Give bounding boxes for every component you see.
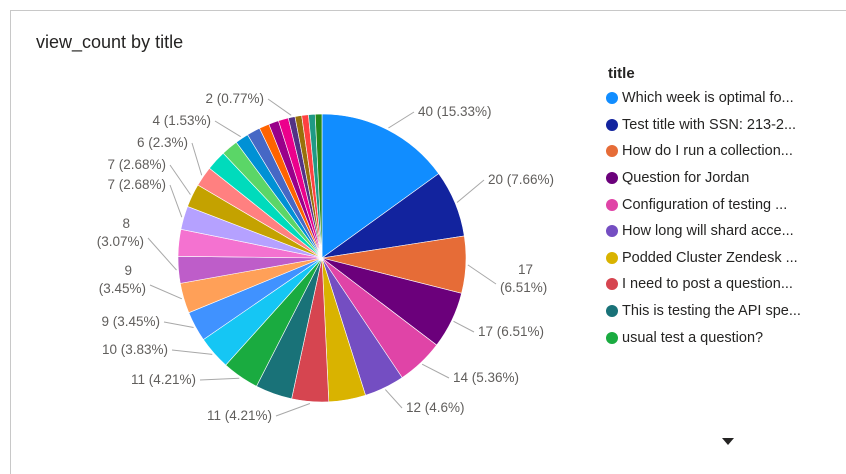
legend-swatch-icon [606,92,618,105]
leader-line [171,349,213,355]
legend: title Which week is optimal fo... Test ti… [606,63,846,351]
data-label: 7 (2.68%) [107,177,166,192]
leader-line [149,284,183,300]
legend-item[interactable]: This is testing the API spe... [606,298,846,325]
leader-line [147,237,177,271]
leader-line [267,98,292,116]
leader-line [163,321,194,328]
leader-line [421,363,450,379]
legend-title: title [608,65,635,82]
legend-swatch-icon [606,225,618,238]
data-label: 14 (5.36%) [453,370,519,385]
legend-label: Which week is optimal fo... [622,90,794,107]
legend-label: Podded Cluster Zendesk ... [622,249,798,266]
legend-label: Test title with SSN: 213-2... [622,116,797,133]
legend-item[interactable]: I need to post a question... [606,271,846,298]
leader-line [453,320,475,333]
legend-item[interactable]: How long will shard acce... [606,218,846,245]
data-label: 8 (3.07%) [97,216,144,249]
data-label: 20 (7.66%) [488,172,554,187]
legend-swatch-icon [606,278,618,291]
leader-line [467,264,497,285]
legend-swatch-icon [606,331,618,344]
legend-swatch-icon [606,198,618,211]
legend-label: I need to post a question... [622,276,793,293]
legend-item[interactable]: Which week is optimal fo... [606,85,846,112]
legend-swatch-icon [606,118,618,131]
legend-scroll-down-icon[interactable] [722,438,734,445]
legend-label: Question for Jordan [622,170,750,187]
data-label: 6 (2.3%) [137,135,188,150]
chart-title: view_count by title [36,32,184,52]
legend-item[interactable]: Question for Jordan [606,165,846,192]
legend-label: How long will shard acce... [622,223,794,240]
data-label: 17 (6.51%) [478,324,544,339]
leader-line [214,120,241,138]
data-label: 40 (15.33%) [418,104,492,119]
legend-label: This is testing the API spe... [622,303,801,320]
legend-swatch-icon [606,251,618,264]
data-label: 12 (4.6%) [406,400,465,415]
data-label: 17 (6.51%) [500,262,547,295]
legend-item[interactable]: Configuration of testing ... [606,191,846,218]
data-label: 11 (4.21%) [207,408,272,423]
leader-line [384,389,403,409]
data-label: 9 (3.45%) [99,263,146,296]
leader-line [169,184,183,218]
legend-swatch-icon [606,145,618,158]
legend-swatch-icon [606,172,618,185]
data-label: 11 (4.21%) [131,372,196,387]
leader-line [191,142,203,176]
legend-label: usual test a question? [622,329,764,346]
leader-line [456,179,485,203]
legend-item[interactable]: Test title with SSN: 213-2... [606,112,846,139]
leader-line [199,377,240,381]
legend-item[interactable]: How do I run a collection... [606,138,846,165]
data-label: 4 (1.53%) [152,113,211,128]
data-label: 2 (0.77%) [205,91,264,106]
leader-line [169,164,191,195]
leader-line [275,403,311,417]
data-label: 10 (3.83%) [102,342,168,357]
legend-swatch-icon [606,305,618,318]
legend-label: How do I run a collection... [622,143,793,160]
leader-line [388,111,415,129]
legend-item[interactable]: usual test a question? [606,324,846,351]
data-label: 9 (3.45%) [101,314,160,329]
legend-label: Configuration of testing ... [622,196,788,213]
legend-items: Which week is optimal fo... Test title wi… [606,85,846,351]
pie-slice[interactable] [314,113,323,259]
visual-frame [10,10,846,474]
legend-item[interactable]: Podded Cluster Zendesk ... [606,245,846,272]
data-label: 7 (2.68%) [107,157,166,172]
pie-slice[interactable] [321,113,440,259]
